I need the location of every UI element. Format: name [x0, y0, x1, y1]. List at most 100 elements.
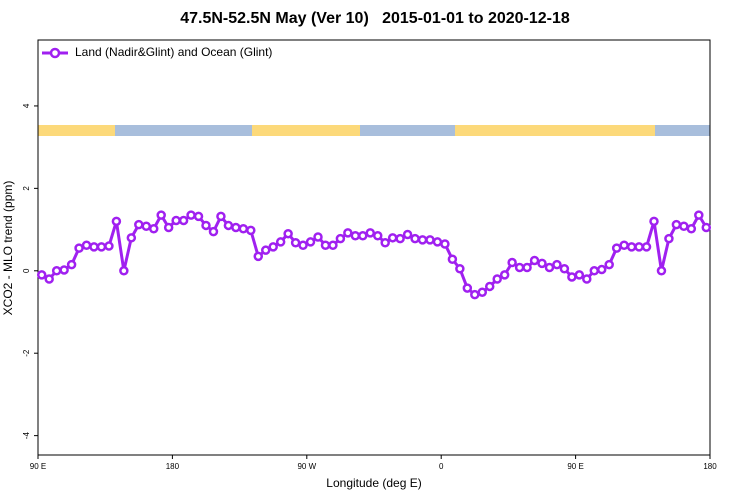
data-point [365, 228, 376, 238]
data-point [350, 231, 361, 241]
data-point [492, 274, 502, 284]
plot-frame [37, 39, 711, 456]
data-point [171, 215, 181, 226]
data-point [694, 210, 704, 220]
data-point [395, 233, 405, 244]
data-point [104, 241, 114, 251]
ocean-segment [115, 125, 252, 136]
data-point [343, 228, 353, 238]
data-point [328, 240, 338, 250]
data-point [537, 258, 547, 269]
data-point [178, 215, 189, 226]
data-point [246, 225, 256, 236]
data-point [36, 270, 47, 280]
data-point [290, 238, 301, 248]
data-point [649, 216, 659, 227]
data-point [671, 219, 682, 230]
data-point [66, 259, 77, 270]
data-point [358, 231, 368, 241]
data-point [582, 274, 592, 284]
data-point [201, 220, 211, 231]
data-point [604, 259, 614, 270]
data-point [410, 233, 420, 244]
data-point [664, 233, 674, 244]
data-point [641, 242, 652, 252]
data-point [223, 220, 234, 231]
data-point [425, 235, 435, 245]
x-tick-label: 90 E [30, 462, 46, 471]
data-point [544, 262, 555, 273]
data-point [514, 262, 525, 273]
data-point [96, 242, 107, 252]
data-point [634, 242, 644, 252]
land-segment [252, 125, 360, 136]
y-tick-label: 2 [22, 186, 31, 191]
data-point [417, 235, 428, 245]
data-point [51, 266, 62, 276]
data-point [216, 211, 226, 222]
data-point [283, 228, 293, 239]
data-point [141, 221, 152, 232]
chart-title: 47.5N-52.5N May (Ver 10) 2015-01-01 to 2… [180, 10, 570, 27]
data-point [559, 263, 570, 274]
data-point [119, 266, 129, 276]
x-tick-label: 180 [703, 462, 717, 471]
data-point [208, 226, 219, 237]
data-point [320, 240, 331, 250]
data-point [89, 242, 99, 252]
data-point [686, 223, 697, 234]
x-tick-label: 180 [166, 462, 180, 471]
ocean-segment [360, 125, 455, 136]
data-point [470, 289, 480, 300]
ocean-segment [655, 125, 710, 136]
data-point [552, 259, 562, 270]
data-point [499, 270, 510, 280]
data-point [156, 210, 166, 220]
data-point [305, 237, 316, 247]
data-point [507, 257, 517, 268]
data-point [455, 263, 465, 274]
data-point [268, 242, 278, 252]
data-point [111, 216, 122, 227]
legend-marker [49, 47, 61, 59]
data-point [529, 255, 540, 266]
legend-label: Land (Nadir&Glint) and Ocean (Glint) [75, 45, 272, 59]
data-point [387, 233, 398, 243]
data-point [186, 210, 196, 220]
data-point [335, 233, 346, 244]
y-axis-label: XCO2 - MLO trend (ppm) [1, 181, 15, 316]
data-point [619, 240, 629, 250]
data-point [298, 240, 308, 250]
x-tick-label: 90 E [567, 462, 583, 471]
data-point [477, 287, 488, 297]
data-point [589, 266, 600, 276]
data-point [163, 222, 174, 233]
x-axis-label: Longitude (deg E) [326, 476, 421, 490]
x-tick-label: 90 W [297, 462, 316, 471]
data-point [567, 272, 577, 282]
data-point [679, 221, 689, 232]
data-point [260, 245, 271, 255]
data-point [447, 254, 458, 264]
land-segment [38, 125, 115, 136]
data-point [44, 274, 54, 284]
data-point [656, 266, 667, 276]
data-point [313, 232, 323, 242]
data-point [372, 231, 383, 241]
data-point [611, 243, 622, 253]
data-point [59, 265, 69, 275]
y-tick-label: 4 [22, 103, 31, 108]
data-point [193, 211, 204, 222]
y-tick-label: 0 [22, 268, 31, 273]
x-tick-label: 0 [439, 462, 444, 471]
data-point [81, 240, 92, 250]
data-point [253, 251, 264, 262]
data-point [574, 270, 585, 280]
data-point [148, 223, 159, 234]
data-point [626, 242, 637, 252]
data-point [432, 237, 443, 247]
data-point [462, 283, 473, 293]
data-point [596, 264, 607, 275]
data-point [74, 243, 84, 253]
